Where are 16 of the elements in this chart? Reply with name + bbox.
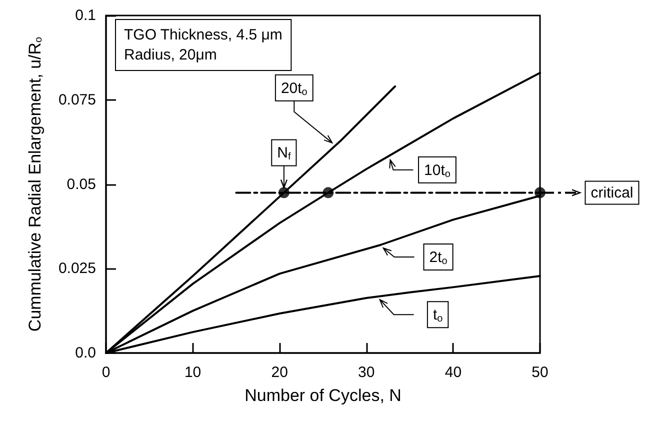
y-tick-label: 0.0 [75,344,96,362]
x-tick-label: 30 [358,364,375,381]
x-tick-label: 0 [102,364,110,381]
annotation: TGO Thickness, 4.5 μm [124,26,282,44]
x-tick-label: 10 [184,364,202,381]
legend-label: critical [590,184,634,202]
x-tick-label: 50 [532,364,548,381]
x-tick-label: 20 [271,364,288,381]
y-tick-label: 0.025 [58,260,96,278]
annotation: Radius, 20μm [124,46,217,64]
y-tick-label: 0.075 [58,91,96,108]
y-tick-label: 0.05 [66,176,96,193]
y-axis-title: Cummulative Radial Enlargement, u/Ro [26,36,44,332]
x-tick-label: 40 [444,364,462,381]
x-axis-title: Number of Cycles, N [244,386,402,405]
y-tick-label: 0.1 [75,7,96,24]
